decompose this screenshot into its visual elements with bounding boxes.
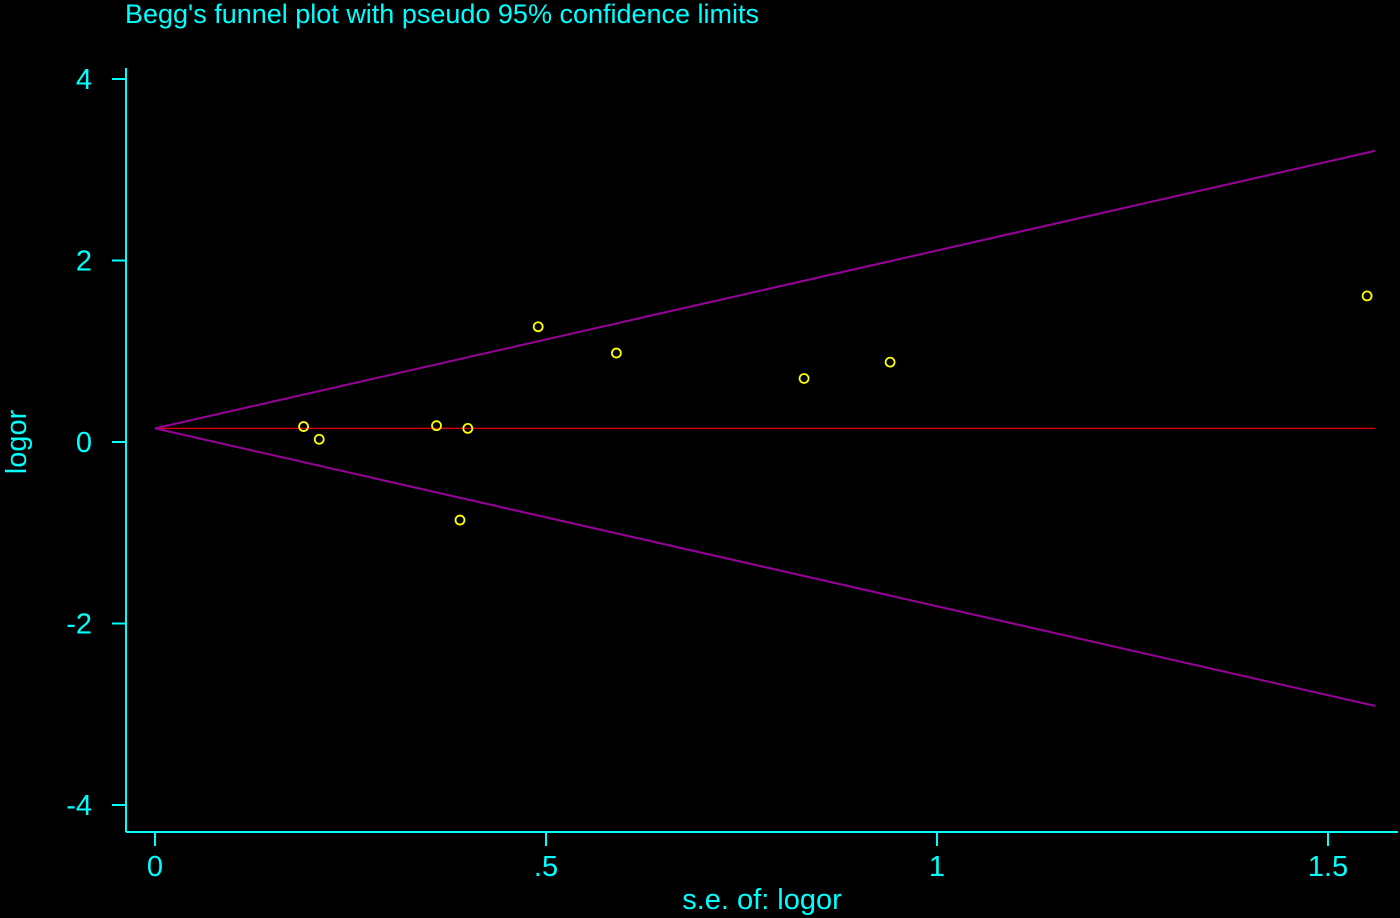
- chart-title: Begg's funnel plot with pseudo 95% confi…: [125, 0, 759, 29]
- axes: [125, 68, 1398, 833]
- y-tick-label: 4: [76, 64, 92, 96]
- data-point: [313, 433, 325, 445]
- data-point: [462, 422, 474, 434]
- data-point: [298, 421, 309, 432]
- lower-confidence-limit-line: [154, 427, 1376, 707]
- y-tick-label: 0: [76, 427, 92, 459]
- y-axis-label: logor: [1, 409, 33, 474]
- x-axis-label: s.e. of: logor: [682, 884, 842, 916]
- data-point: [610, 347, 622, 359]
- data-point: [1361, 290, 1373, 302]
- data-points: [298, 290, 1373, 526]
- upper-confidence-limit-line: [154, 149, 1376, 430]
- data-point: [884, 356, 896, 368]
- data-point: [431, 420, 442, 432]
- data-point: [532, 321, 544, 333]
- y-tick-label: -2: [66, 609, 92, 641]
- data-point: [454, 514, 466, 526]
- x-tick-label: 1.5: [1308, 851, 1348, 883]
- y-tick-label: 2: [76, 246, 92, 278]
- y-tick-label: -4: [66, 790, 92, 822]
- x-ticks: 0 .5 1 1.5: [147, 832, 1348, 883]
- data-point: [798, 373, 810, 384]
- x-tick-label: 0: [147, 851, 163, 883]
- x-tick-label: 1: [929, 851, 945, 883]
- y-ticks: 4 2 0 -2 -4: [66, 64, 126, 822]
- x-tick-label: .5: [534, 851, 558, 883]
